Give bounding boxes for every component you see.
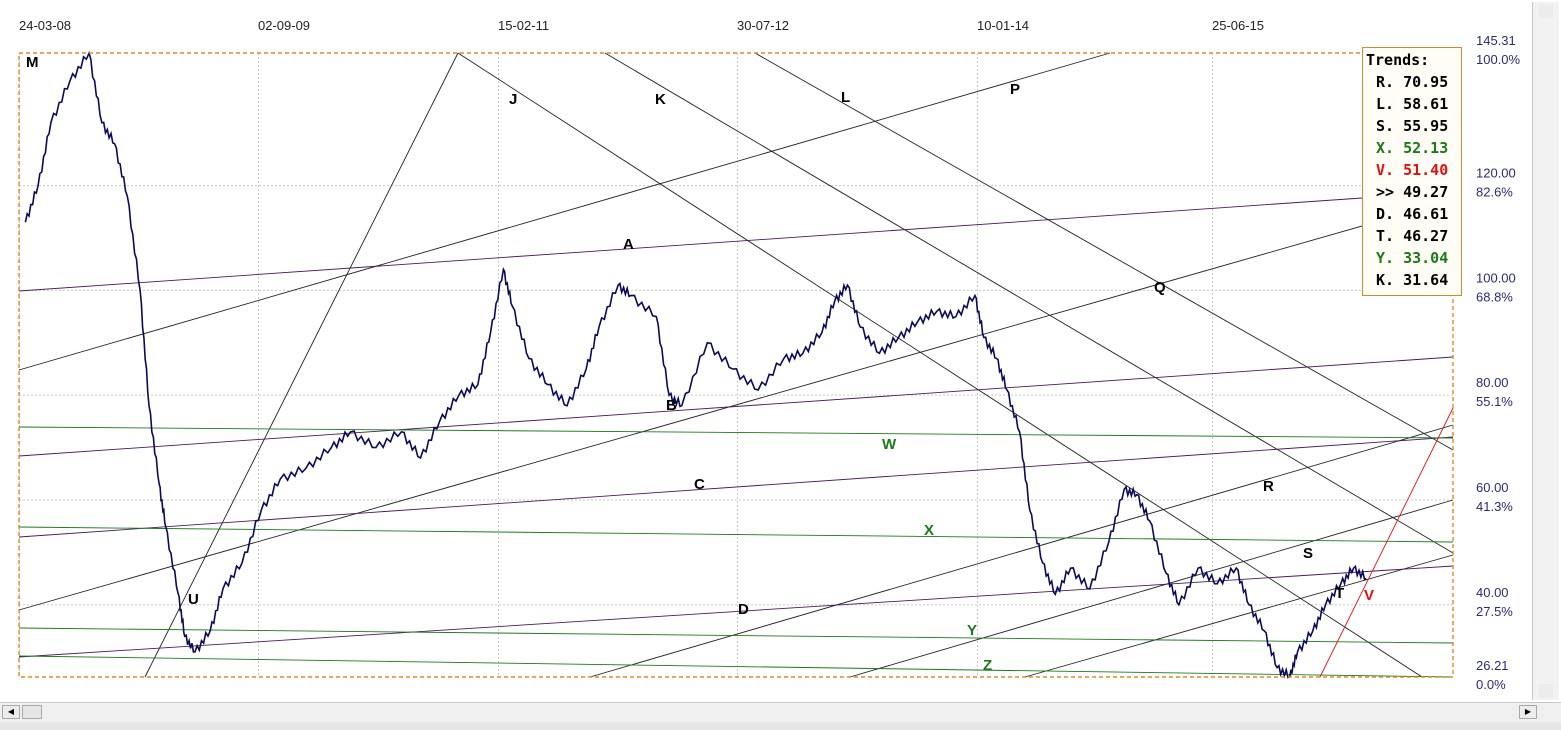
trend-row-9: Y. 33.04 <box>1376 249 1449 267</box>
scroll-thumb[interactable] <box>22 705 42 719</box>
trend-line-6 <box>18 199 1454 611</box>
trends-panel: Trends: R. 70.95 L. 58.61 S. 55.95 X. 52… <box>1362 47 1462 296</box>
date-label-6: 25-06-15 <box>1212 18 1264 33</box>
chart-svg: 24-03-08 02-09-09 15-02-11 30-07-12 10-01-14… <box>18 18 1521 692</box>
date-label-3: 15-02-11 <box>498 18 549 33</box>
vertical-scrollbar[interactable] <box>1532 2 1559 700</box>
scroll-right-button[interactable]: ▶ <box>1519 705 1537 719</box>
date-label-2: 02-09-09 <box>258 18 310 33</box>
trend-label-C: C <box>694 476 705 493</box>
trend-line-13 <box>18 565 1454 658</box>
trend-label-S: S <box>1303 545 1313 562</box>
y-tick-pct-1: 100.0% <box>1476 52 1521 67</box>
y-tick-value-7: 26.21 <box>1476 658 1509 673</box>
trend-label-L: L <box>841 89 850 106</box>
trend-label-P: P <box>1010 81 1020 98</box>
trend-label-Z: Z <box>983 657 992 674</box>
trend-letter-labels: M J K L P A Q B W C R X S U T V D Y Z <box>26 54 1374 674</box>
trend-line-17 <box>18 655 1454 678</box>
trend-label-A: A <box>623 236 634 253</box>
scroll-up-area[interactable] <box>1539 4 1553 18</box>
trend-line-9 <box>1024 554 1454 678</box>
trend-row-2: L. 58.61 <box>1376 95 1449 113</box>
grid-lines <box>19 53 1453 677</box>
horizontal-scrollbar[interactable]: ◀ ▶ <box>0 702 1561 724</box>
trend-row-5: V. 51.40 <box>1376 161 1449 179</box>
y-axis-labels: 145.31 100.0% 120.00 82.6% 100.00 68.8% 80.00 5… <box>1476 33 1521 692</box>
trend-row-3: S. 55.95 <box>1376 117 1449 135</box>
trend-line-1 <box>144 52 459 678</box>
trend-line-11 <box>18 356 1454 457</box>
price-line <box>24 50 1367 679</box>
right-arrow-icon: ▶ <box>1524 707 1532 716</box>
trend-row-4: X. 52.13 <box>1376 139 1449 157</box>
trend-line-16 <box>18 627 1454 644</box>
trend-label-Q: Q <box>1154 279 1166 296</box>
trend-line-8 <box>849 499 1454 678</box>
trend-label-D: D <box>738 601 749 618</box>
trend-line-15 <box>18 526 1454 543</box>
scroll-left-button[interactable]: ◀ <box>2 705 20 719</box>
trend-label-U: U <box>188 591 199 608</box>
status-strip <box>0 722 1561 730</box>
y-tick-pct-3: 68.8% <box>1476 289 1513 304</box>
trend-line-18 <box>1319 407 1454 678</box>
trend-row-6: >> 49.27 <box>1376 183 1449 201</box>
trend-label-Y: Y <box>967 622 977 639</box>
trend-line-4 <box>754 52 1454 451</box>
y-tick-pct-2: 82.6% <box>1476 185 1513 200</box>
y-tick-value-5: 60.00 <box>1476 480 1509 495</box>
date-label-5: 10-01-14 <box>977 18 1029 33</box>
y-tick-value-4: 80.00 <box>1476 375 1509 390</box>
y-tick-value-3: 100.00 <box>1476 270 1516 285</box>
trend-label-X: X <box>924 522 934 539</box>
date-label-4: 30-07-12 <box>737 18 789 33</box>
y-tick-pct-6: 27.5% <box>1476 604 1513 619</box>
trend-label-B: B <box>666 397 677 414</box>
plot-frame <box>18 52 1454 678</box>
trend-label-R: R <box>1263 478 1274 495</box>
trend-lines <box>18 52 1454 678</box>
trend-line-7 <box>589 424 1454 678</box>
y-tick-value-6: 40.00 <box>1476 585 1509 600</box>
y-tick-pct-5: 41.3% <box>1476 499 1513 514</box>
left-arrow-icon: ◀ <box>7 707 15 716</box>
trend-line-2 <box>457 52 1423 678</box>
y-tick-value-1: 145.31 <box>1476 33 1516 48</box>
trend-label-M: M <box>26 54 39 71</box>
trend-line-12 <box>18 436 1454 538</box>
y-tick-pct-7: 0.0% <box>1476 677 1506 692</box>
trend-line-14 <box>18 426 1454 439</box>
trend-label-V: V <box>1364 587 1374 604</box>
trend-label-K: K <box>655 91 666 108</box>
trend-line-3 <box>604 52 1454 554</box>
trend-line-5 <box>18 52 1111 371</box>
y-tick-pct-4: 55.1% <box>1476 394 1513 409</box>
scroll-down-area[interactable] <box>1539 684 1553 698</box>
date-label-1: 24-03-08 <box>19 18 71 33</box>
date-axis-labels: 24-03-08 02-09-09 15-02-11 30-07-12 10-01-14… <box>19 18 1264 33</box>
trends-title: Trends: <box>1366 51 1430 69</box>
trend-label-J: J <box>509 91 517 108</box>
trend-label-W: W <box>882 436 897 453</box>
trend-row-1: R. 70.95 <box>1376 73 1449 91</box>
trend-row-10: K. 31.64 <box>1376 271 1449 289</box>
trend-row-7: D. 46.61 <box>1376 205 1449 223</box>
trend-line-10 <box>18 197 1363 292</box>
trend-label-T: T <box>1335 585 1344 602</box>
trend-row-8: T. 46.27 <box>1376 227 1449 245</box>
y-tick-value-2: 120.00 <box>1476 166 1516 181</box>
